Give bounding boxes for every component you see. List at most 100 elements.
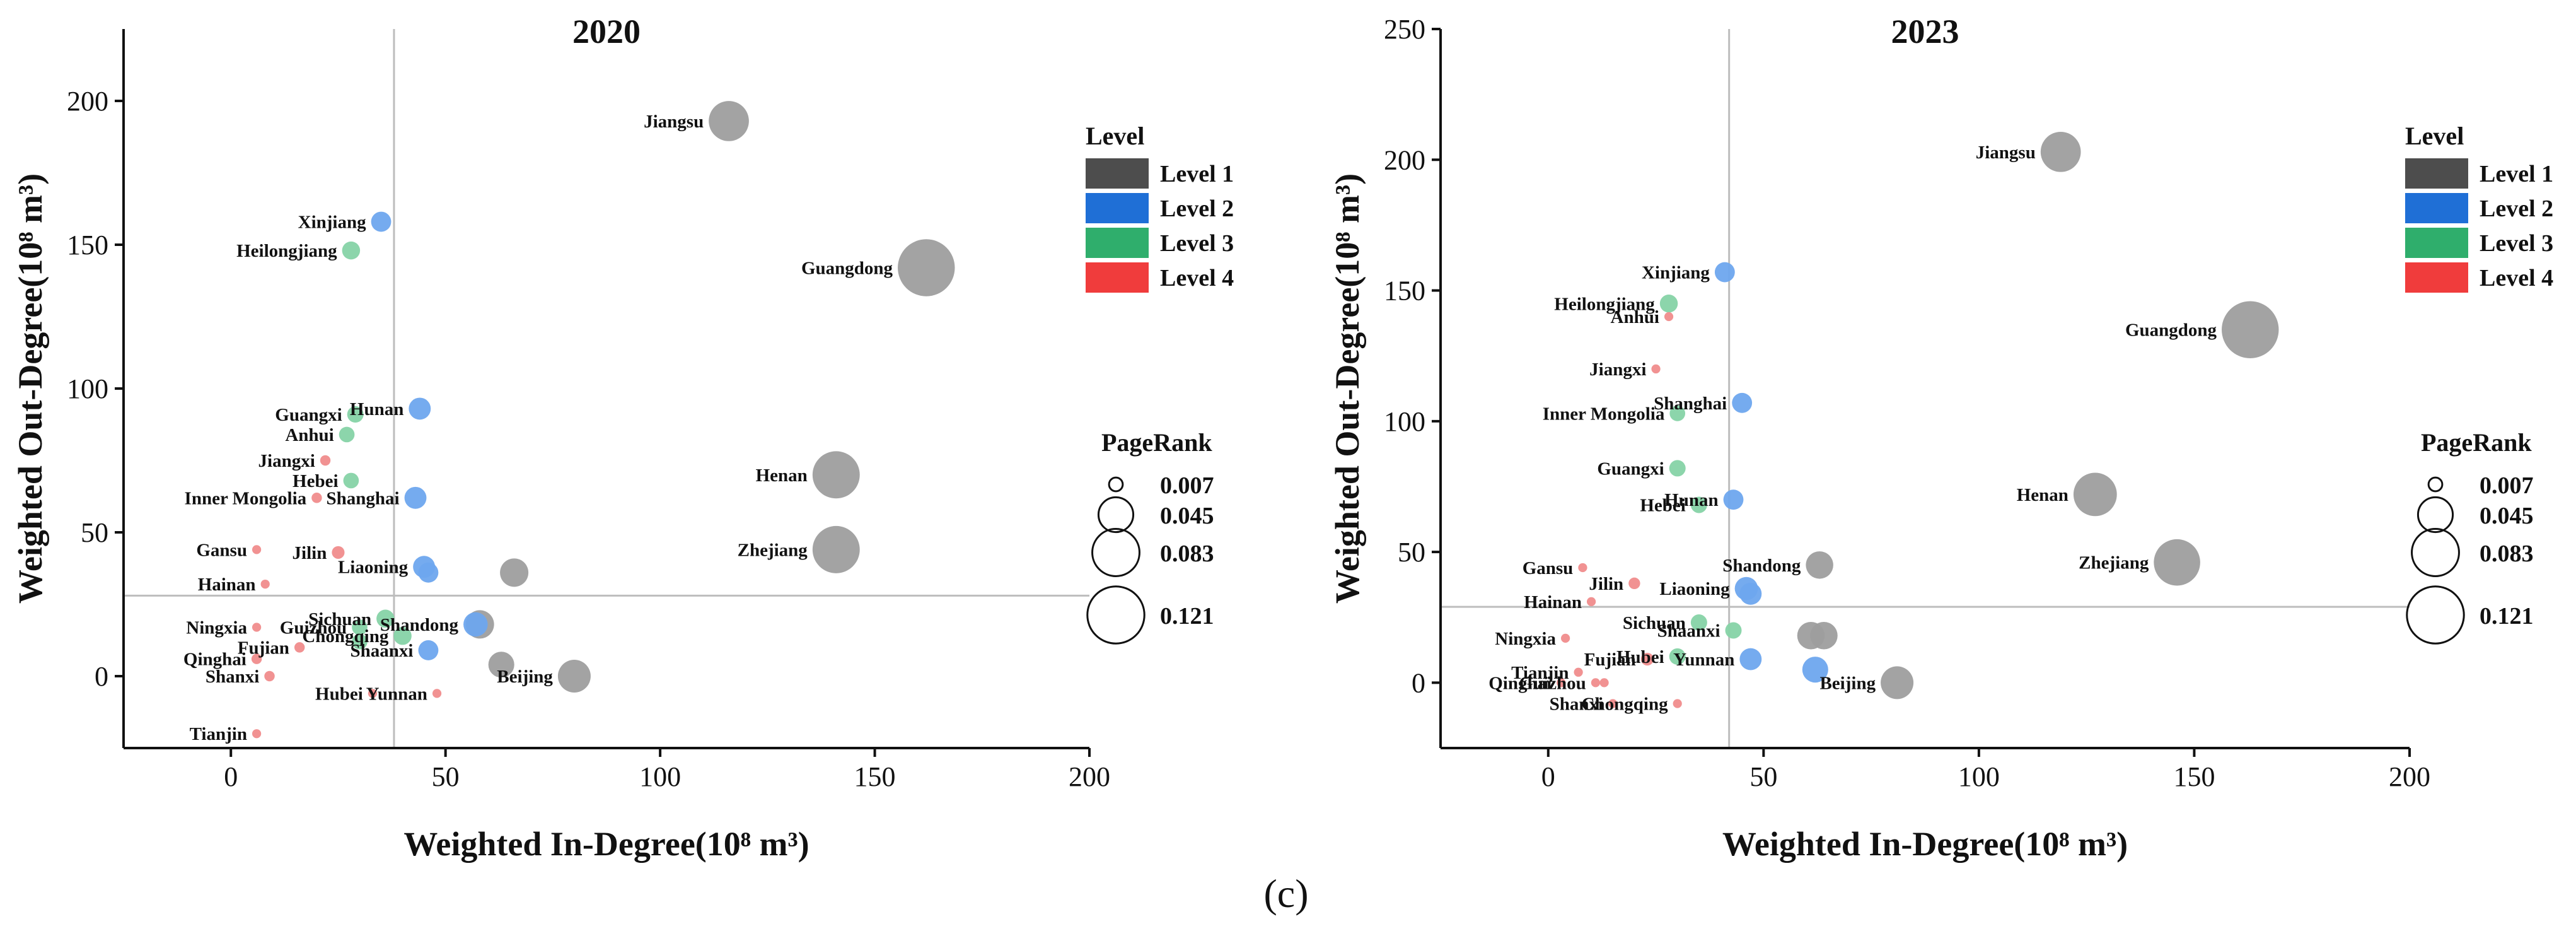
data-point <box>1651 364 1661 374</box>
legend-label: Level 2 <box>2480 196 2553 222</box>
pagerank-circle <box>2406 585 2465 645</box>
point-label: Heilongjiang <box>236 241 337 261</box>
data-point <box>2222 301 2279 358</box>
x-tick-label: 0 <box>1541 761 1555 792</box>
legend-label: Level 1 <box>2480 161 2553 187</box>
pagerank-legend: PageRank 0.007 0.045 0.083 0.121 <box>2406 428 2534 645</box>
point-label: Hunan <box>350 399 403 419</box>
pagerank-value: 0.121 <box>1160 603 1214 629</box>
y-tick-label: 100 <box>67 373 108 404</box>
data-point <box>1560 633 1570 643</box>
chart-panel-2020: 0 50 100 150 200 0 50 100 150 200 2020 Weighted In-… <box>11 13 1234 863</box>
data-point <box>251 653 262 664</box>
legend-label: Level 3 <box>2480 230 2553 257</box>
legend-swatch <box>2405 158 2468 189</box>
data-point <box>1739 582 1762 605</box>
point-label: Jiangsu <box>644 112 704 132</box>
figure-caption: (c) <box>1263 871 1309 916</box>
data-point <box>1690 614 1707 631</box>
data-point <box>2040 131 2081 172</box>
legend-label: Level 2 <box>1160 196 1234 222</box>
legend-swatch <box>2405 228 2468 258</box>
x-tick-label: 200 <box>1069 761 1110 792</box>
y-tick-label: 150 <box>1384 276 1425 307</box>
pagerank-value: 0.121 <box>2480 603 2534 629</box>
y-tick-label: 50 <box>81 517 108 548</box>
data-point <box>463 612 488 637</box>
point-label: Fujian <box>1584 650 1636 670</box>
data-point <box>294 642 305 653</box>
pagerank-title: PageRank <box>2421 428 2532 457</box>
data-point <box>342 241 361 260</box>
legend-swatch <box>1086 158 1149 189</box>
y-tick-label: 250 <box>1384 14 1425 45</box>
pagerank-circle <box>1086 585 1146 645</box>
data-point <box>311 493 322 503</box>
point-label: Shandong <box>1722 556 1801 576</box>
legend-title: Level <box>2405 122 2464 150</box>
pagerank-value: 0.045 <box>1160 503 1214 529</box>
data-point <box>1810 621 1838 650</box>
data-point <box>376 609 395 628</box>
point-label: Guizhou <box>1519 673 1586 693</box>
data-point <box>1739 648 1762 670</box>
point-label: Jiangsu <box>1976 143 2036 163</box>
pagerank-circle <box>2416 496 2454 534</box>
y-tick-label: 100 <box>1384 406 1425 437</box>
point-label: Guangdong <box>2125 320 2217 341</box>
point-label: Hubei <box>1616 647 1664 667</box>
pagerank-value: 0.007 <box>2480 472 2534 499</box>
point-label: Henan <box>2017 485 2068 505</box>
data-point <box>260 579 270 589</box>
y-tick-label: 0 <box>1412 667 1425 698</box>
point-label: Sichuan <box>308 609 371 629</box>
data-point <box>371 211 392 232</box>
x-tick-label: 50 <box>432 761 460 792</box>
point-label: Shanxi <box>1550 694 1603 715</box>
data-point <box>1574 667 1583 677</box>
data-point <box>264 670 275 682</box>
data-point <box>1690 496 1707 513</box>
data-point <box>1714 262 1735 283</box>
data-point <box>352 633 368 650</box>
legend-swatch <box>2405 193 2468 223</box>
y-tick-label: 200 <box>1384 144 1425 175</box>
data-point <box>1881 666 1914 699</box>
data-point <box>1640 652 1654 666</box>
point-label: Zhejiang <box>2079 553 2149 573</box>
data-point <box>347 406 364 423</box>
pagerank-circle <box>2411 528 2460 577</box>
point-label: Gansu <box>1523 558 1574 578</box>
x-tick-label: 200 <box>2389 761 2430 792</box>
y-tick-label: 0 <box>95 661 108 692</box>
x-tick-label: 100 <box>1958 761 2000 792</box>
point-label: Xinjiang <box>298 213 366 233</box>
point-label: Henan <box>756 465 808 486</box>
data-point <box>2154 539 2200 586</box>
data-point <box>252 623 262 632</box>
legend-title: Level <box>1086 122 1144 150</box>
data-point <box>898 239 955 296</box>
point-label: Anhui <box>1611 307 1659 327</box>
data-point <box>488 652 514 678</box>
legend-label: Level 1 <box>1160 161 1234 187</box>
data-point <box>393 626 412 645</box>
pagerank-circle <box>2427 476 2444 493</box>
level-legend: Level Level 1 Level 2 Level 3 Level 4 <box>1086 122 1234 293</box>
data-point <box>557 660 591 693</box>
point-label: Shandong <box>380 615 459 635</box>
data-point <box>368 689 378 698</box>
point-label: Yunnan <box>1673 650 1734 670</box>
data-point <box>1669 406 1686 421</box>
data-point <box>432 689 442 698</box>
legend-swatch <box>1086 228 1149 258</box>
point-label: Liaoning <box>1659 579 1730 599</box>
y-axis-title: Weighted Out-Degree(10⁸ m³) <box>11 173 49 604</box>
data-point <box>812 525 860 573</box>
data-point <box>1586 597 1596 606</box>
data-point <box>1673 699 1682 708</box>
chart-title: 2020 <box>572 13 641 50</box>
point-label: Xinjiang <box>1642 263 1710 283</box>
data-point <box>252 545 262 554</box>
